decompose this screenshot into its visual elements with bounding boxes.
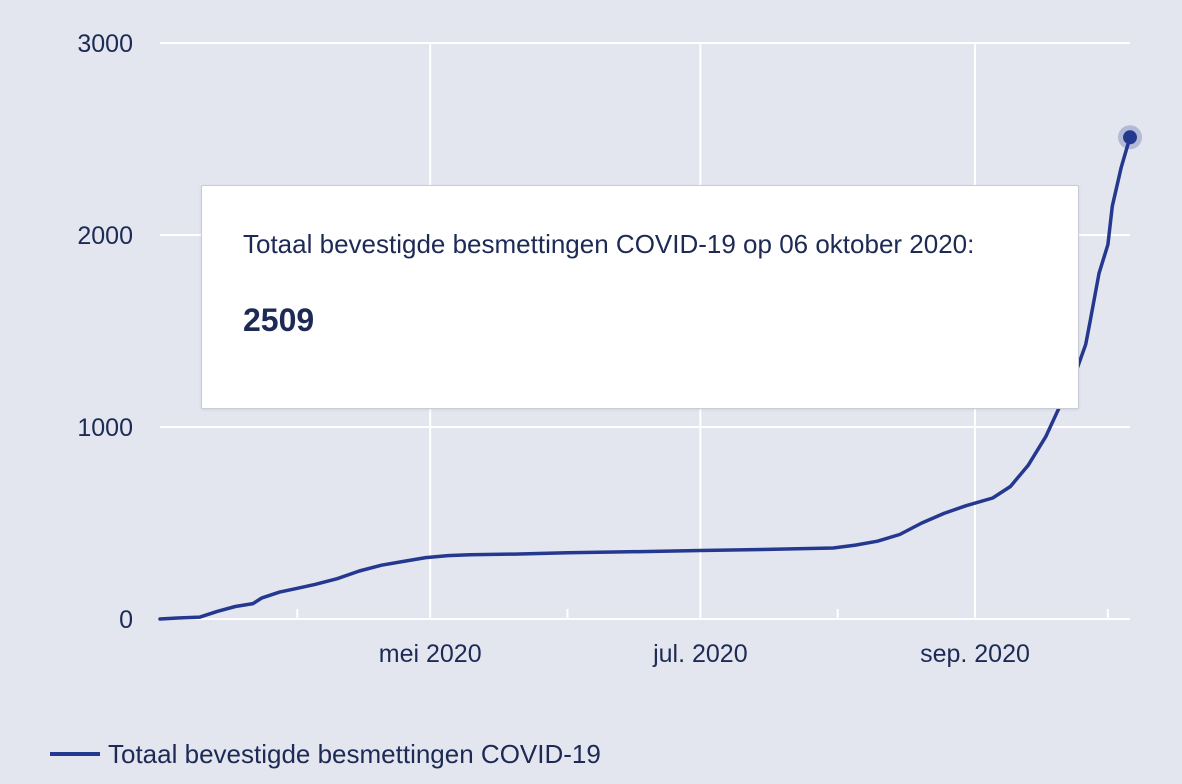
y-tick-label: 1000: [77, 414, 133, 442]
tooltip-value: 2509: [243, 302, 315, 338]
x-tick-label: mei 2020: [379, 640, 482, 668]
y-tick-label: 3000: [77, 30, 133, 58]
highlight-point: [1123, 130, 1137, 145]
y-tick-label: 0: [119, 606, 133, 634]
axis-layer: [160, 609, 1130, 620]
tooltip-title: Totaal bevestigde besmettingen COVID-19 …: [243, 229, 975, 259]
label-layer: 0 1000 2000 3000 mei 2020 jul. 2020 sep. 2020: [77, 30, 1030, 668]
x-tick-label: sep. 2020: [920, 640, 1030, 668]
legend-label: Totaal bevestigde besmettingen COVID-19: [108, 738, 601, 769]
y-tick-label: 2000: [77, 222, 133, 250]
x-tick-label: jul. 2020: [652, 640, 748, 668]
legend-swatch: [50, 752, 100, 756]
chart-legend[interactable]: Totaal bevestigde besmettingen COVID-19: [50, 736, 601, 772]
data-tooltip: Totaal bevestigde besmettingen COVID-19 …: [201, 185, 1079, 409]
